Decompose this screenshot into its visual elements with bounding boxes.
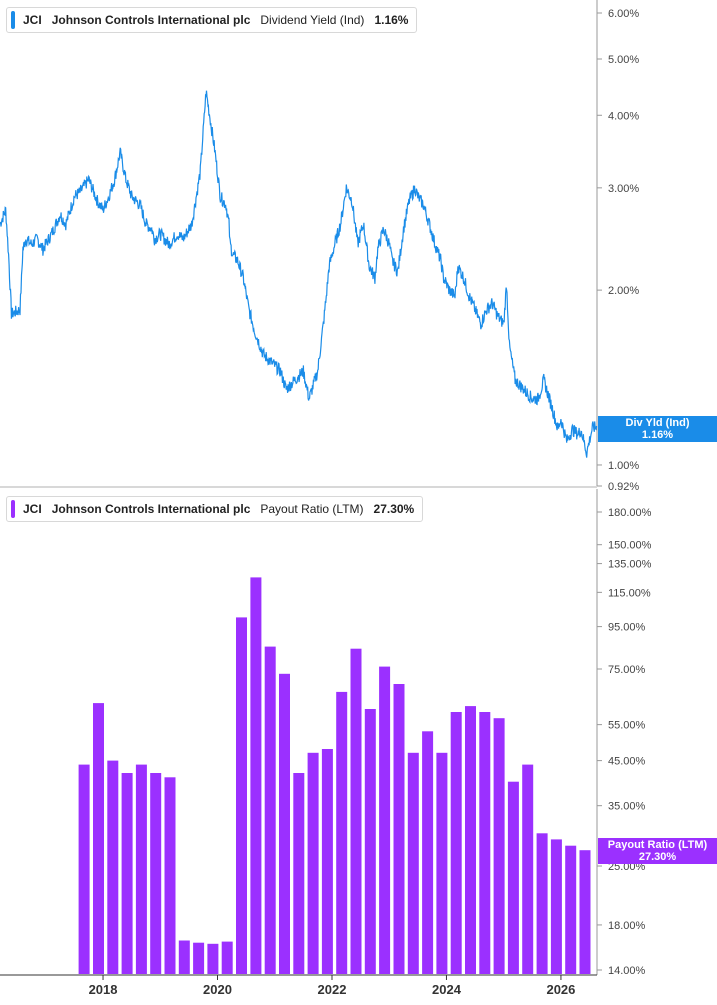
payout-bar bbox=[207, 943, 219, 974]
y-tick-label: 2.00% bbox=[608, 285, 639, 297]
legend-company: Johnson Controls International plc bbox=[51, 13, 251, 27]
payout-bar bbox=[465, 706, 476, 974]
bottom-legend[interactable]: JCI Johnson Controls International plc P… bbox=[6, 496, 424, 522]
payout-bar bbox=[107, 760, 119, 974]
payout-bar bbox=[178, 940, 190, 974]
x-tick-label: 2022 bbox=[318, 982, 347, 997]
x-axis-ticks: 2018 2020 2022 2024 2026 bbox=[89, 975, 575, 997]
payout-bar bbox=[364, 709, 376, 974]
y-tick-label: 55.00% bbox=[608, 720, 646, 732]
bottom-y-axis-ticks: 180.00% 150.00% 135.00% 115.00% 95.00% 75.00%… bbox=[597, 507, 652, 977]
legend-company: Johnson Controls International plc bbox=[51, 502, 251, 516]
payout-bar bbox=[293, 773, 305, 974]
top-y-axis-ticks: 6.00% 5.00% 4.00% 3.00% 2.00% 1.00% 0.92% bbox=[597, 8, 639, 493]
y-tick-label: 6.00% bbox=[608, 8, 639, 20]
payout-bar bbox=[536, 833, 548, 974]
payout-bar bbox=[221, 941, 233, 974]
payout-bar bbox=[264, 646, 276, 974]
legend-value: 27.30% bbox=[373, 502, 415, 516]
y-tick-label: 3.00% bbox=[608, 183, 639, 195]
y-tick-label: 5.00% bbox=[608, 54, 639, 66]
payout-bar bbox=[336, 691, 348, 974]
payout-bar bbox=[436, 752, 448, 974]
payout-value-badge: Payout Ratio (LTM) 27.30% bbox=[598, 838, 717, 864]
y-tick-label: 180.00% bbox=[608, 507, 652, 519]
badge-value: 1.16% bbox=[641, 429, 674, 441]
y-tick-label: 14.00% bbox=[608, 965, 646, 977]
x-tick-label: 2024 bbox=[432, 982, 462, 997]
payout-bar bbox=[393, 684, 405, 974]
payout-bar bbox=[236, 617, 247, 974]
payout-bar bbox=[550, 839, 562, 974]
y-tick-label: 0.92% bbox=[608, 481, 639, 493]
payout-ratio-bars bbox=[78, 577, 591, 974]
payout-bar bbox=[350, 648, 362, 974]
x-tick-label: 2026 bbox=[546, 982, 575, 997]
y-tick-label: 150.00% bbox=[608, 540, 652, 552]
payout-bar bbox=[150, 773, 162, 974]
badge-value: 27.30% bbox=[638, 851, 677, 863]
x-tick-label: 2020 bbox=[203, 982, 232, 997]
legend-metric: Dividend Yield (Ind) bbox=[260, 13, 365, 27]
payout-bar bbox=[450, 712, 462, 974]
y-tick-label: 4.00% bbox=[608, 110, 639, 122]
payout-bar bbox=[379, 666, 391, 974]
payout-bar bbox=[422, 731, 434, 974]
payout-bar bbox=[579, 850, 591, 974]
yield-value-badge: Div Yld (Ind) 1.16% bbox=[598, 416, 717, 442]
legend-ticker: JCI bbox=[23, 13, 42, 27]
badge-label: Div Yld (Ind) bbox=[625, 417, 690, 429]
badge-label: Payout Ratio (LTM) bbox=[607, 839, 708, 851]
yield-swatch bbox=[11, 11, 15, 29]
y-tick-label: 1.00% bbox=[608, 460, 639, 472]
y-tick-label: 25.00% bbox=[608, 861, 646, 873]
payout-bar bbox=[307, 752, 319, 974]
payout-bar bbox=[479, 712, 491, 974]
y-tick-label: 45.00% bbox=[608, 756, 646, 768]
payout-bar bbox=[135, 764, 147, 974]
payout-bar bbox=[565, 845, 577, 974]
payout-bar bbox=[164, 777, 176, 974]
payout-swatch bbox=[11, 500, 15, 518]
y-tick-label: 115.00% bbox=[608, 587, 651, 599]
y-tick-label: 95.00% bbox=[608, 622, 646, 634]
y-tick-label: 75.00% bbox=[608, 664, 646, 676]
payout-ratio-panel: 180.00% 150.00% 135.00% 115.00% 95.00% 75.00%… bbox=[0, 489, 652, 997]
legend-ticker: JCI bbox=[23, 502, 42, 516]
dividend-yield-panel: 6.00% 5.00% 4.00% 3.00% 2.00% 1.00% 0.92% bbox=[0, 0, 639, 493]
top-legend[interactable]: JCI Johnson Controls International plc D… bbox=[6, 7, 418, 33]
payout-bar bbox=[321, 749, 333, 974]
y-tick-label: 35.00% bbox=[608, 801, 646, 813]
payout-bar bbox=[121, 773, 133, 974]
legend-value: 1.16% bbox=[374, 13, 409, 27]
payout-bar bbox=[493, 718, 505, 974]
legend-metric: Payout Ratio (LTM) bbox=[260, 502, 364, 516]
payout-bar bbox=[78, 764, 90, 974]
payout-bar bbox=[93, 703, 104, 974]
y-tick-label: 18.00% bbox=[608, 920, 646, 932]
payout-bar bbox=[250, 577, 262, 974]
dividend-yield-line bbox=[0, 90, 598, 458]
y-tick-label: 135.00% bbox=[608, 559, 652, 571]
payout-bar bbox=[193, 942, 205, 974]
payout-bar bbox=[279, 673, 290, 974]
payout-bar bbox=[407, 752, 419, 974]
x-tick-label: 2018 bbox=[89, 982, 118, 997]
payout-bar bbox=[507, 781, 519, 974]
payout-bar bbox=[522, 764, 534, 974]
